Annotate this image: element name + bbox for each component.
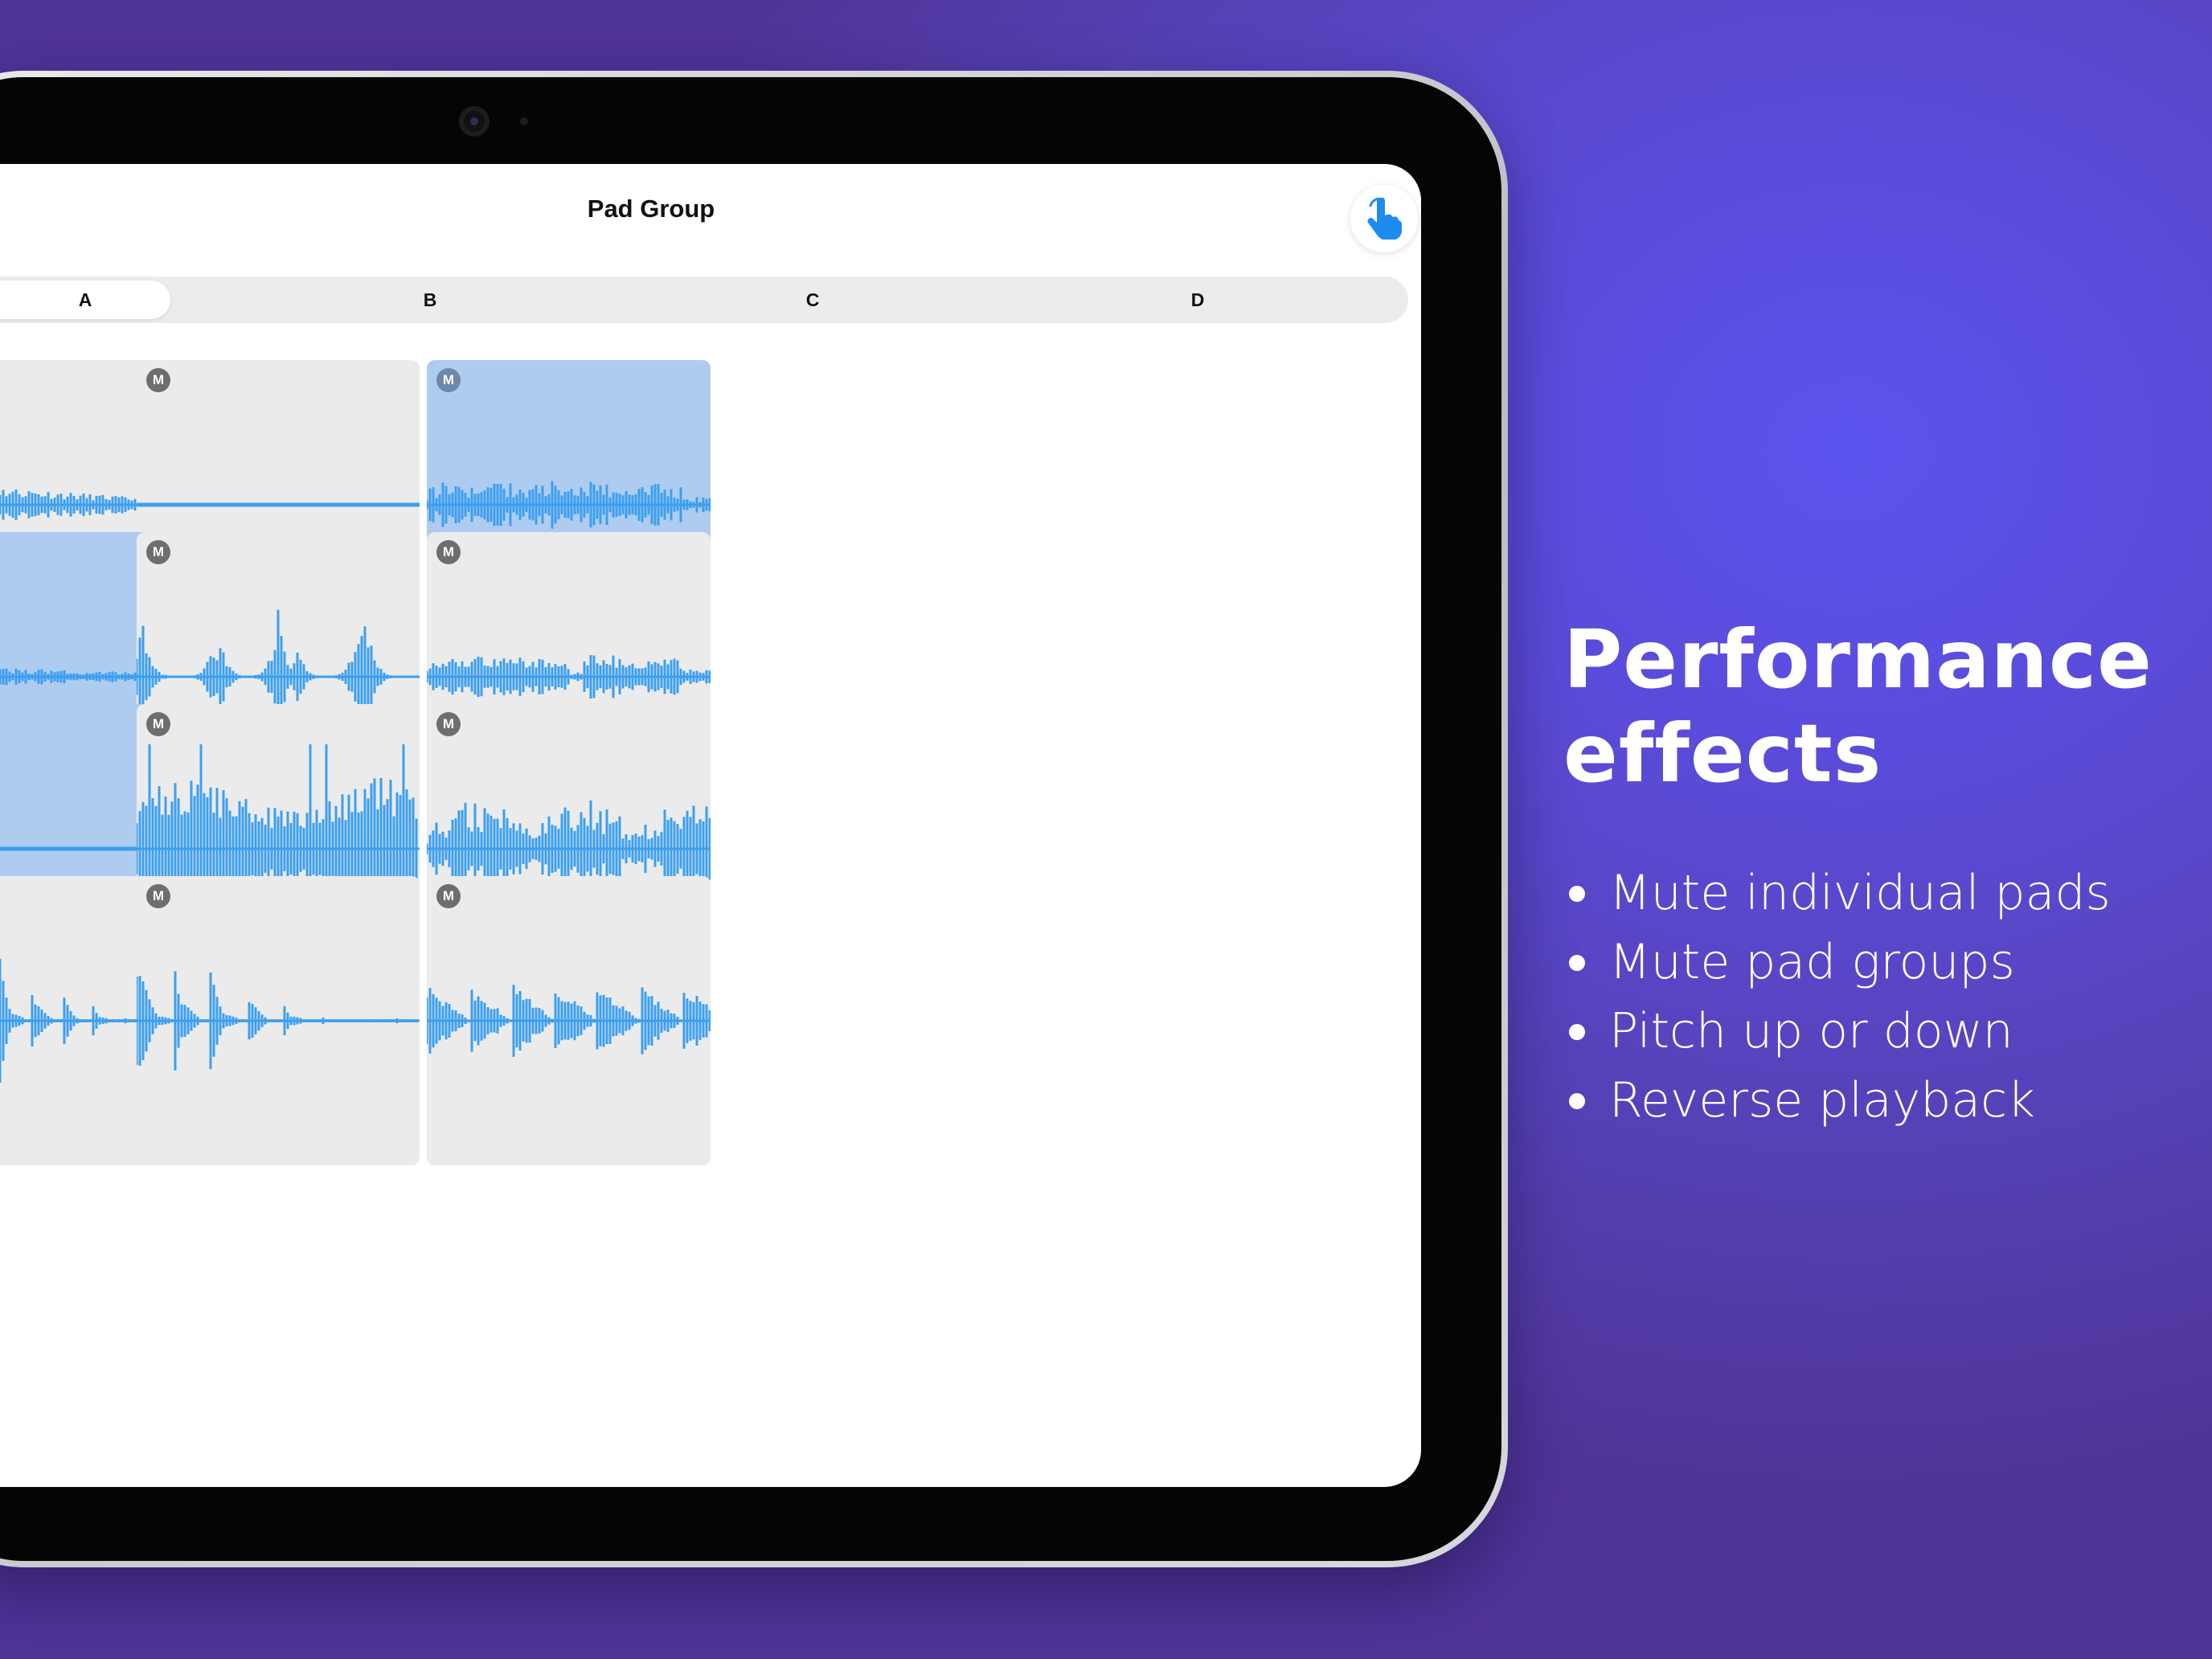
hand-pointer-icon bbox=[1367, 198, 1403, 240]
waveform bbox=[427, 655, 711, 698]
waveform bbox=[0, 846, 169, 851]
mute-toggle-button[interactable]: M bbox=[436, 540, 461, 564]
feature-item: Mute pad groups bbox=[1567, 928, 2111, 997]
feature-item: Pitch up or down bbox=[1567, 997, 2111, 1066]
feature-list: Mute individual pads Mute pad groups Pitch… bbox=[1567, 858, 2111, 1135]
tab-a[interactable]: A bbox=[0, 281, 170, 319]
waveform bbox=[427, 800, 711, 898]
waveform bbox=[0, 490, 169, 520]
waveform bbox=[137, 609, 420, 744]
tab-d[interactable]: D bbox=[1190, 289, 1205, 310]
bullet-dot bbox=[1569, 886, 1585, 902]
tab-c[interactable]: C bbox=[805, 289, 820, 310]
feature-text: Mute pad groups bbox=[1609, 934, 2015, 990]
sample-pad[interactable]: M bbox=[427, 876, 711, 1165]
feature-text: Reverse playback bbox=[1609, 1072, 2035, 1129]
mute-toggle-button[interactable]: M bbox=[146, 884, 170, 908]
sample-pad[interactable]: M bbox=[137, 876, 420, 1165]
mute-toggle-button[interactable]: M bbox=[146, 368, 170, 392]
mute-toggle-button[interactable]: M bbox=[436, 884, 461, 908]
feature-text: Pitch up or down bbox=[1609, 1003, 2013, 1059]
waveform bbox=[427, 481, 711, 529]
bullet-dot bbox=[1569, 955, 1585, 971]
feature-text: Mute individual pads bbox=[1609, 865, 2111, 921]
headline-line-1: Performance bbox=[1563, 612, 2153, 707]
waveform bbox=[0, 959, 169, 1083]
page-title: Pad Group bbox=[587, 195, 715, 223]
waveform bbox=[427, 985, 711, 1057]
front-camera bbox=[459, 106, 490, 137]
navigation-bar: Pad Group bbox=[0, 164, 1421, 276]
touch-mode-button[interactable] bbox=[1350, 185, 1418, 252]
pad-group-tabs: A B C D bbox=[0, 276, 1408, 323]
headline-line-2: effects bbox=[1563, 707, 1882, 801]
mute-toggle-button[interactable]: M bbox=[146, 712, 170, 736]
feature-item: Reverse playback bbox=[1567, 1066, 2111, 1135]
mute-toggle-button[interactable]: M bbox=[146, 540, 170, 564]
bullet-dot bbox=[1569, 1093, 1585, 1109]
bullet-dot bbox=[1569, 1024, 1585, 1040]
camera-sensor bbox=[520, 117, 528, 125]
feature-item: Mute individual pads bbox=[1567, 858, 2111, 928]
mute-toggle-button[interactable]: M bbox=[436, 368, 461, 392]
waveform bbox=[137, 502, 420, 507]
waveform bbox=[137, 971, 420, 1071]
mute-toggle-button[interactable]: M bbox=[436, 712, 461, 736]
tab-b[interactable]: B bbox=[423, 289, 437, 310]
headline: Performance effects bbox=[1563, 612, 2174, 801]
